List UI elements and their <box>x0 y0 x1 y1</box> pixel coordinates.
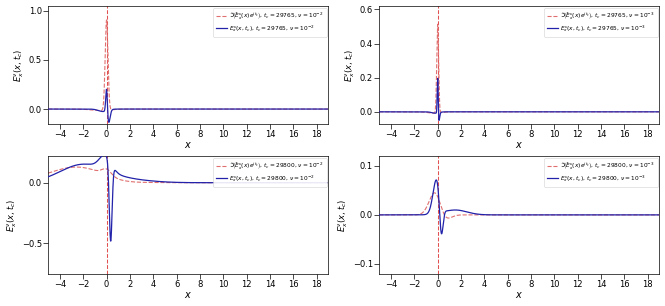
$E_x^{\nu}(x,t_c)$, $t_c = 29800$, $\nu = 10^{-2}$ <box>222 181 230 185</box>
$E_x^{\nu}(x,t_c)$, $t_c = 29800$, $\nu = 10^{-2}$ <box>106 239 114 243</box>
$\Im\!\left(\hat{E}_x^{\nu}(x)e^{it_c}\right)$, $t_c = 29765$, $\nu = 10^{-3}$ <box>598 110 606 114</box>
$\Im\!\left(\hat{E}_x^{\nu}(x)e^{it_c}\right)$, $t_c = 29800$, $\nu = 10^{-3}$ <box>477 213 485 217</box>
$\Im\!\left(\hat{E}_x^{\nu}(x)e^{it_c}\right)$, $t_c = 29800$, $\nu = 10^{-3}$ <box>375 213 383 217</box>
$E_x^{\nu}(x,t_c)$, $t_c = 29765$, $\nu = 10^{-3}$ <box>553 110 561 114</box>
Line: $\Im\!\left(\hat{E}_x^{\nu}(x)e^{it_c}\right)$, $t_c = 29800$, $\nu = 10^{-2}$: $\Im\!\left(\hat{E}_x^{\nu}(x)e^{it_c}\r… <box>48 167 329 183</box>
$E_x^{\nu}(x,t_c)$, $t_c = 29800$, $\nu = 10^{-2}$ <box>44 175 52 179</box>
$E_x^{\nu}(x,t_c)$, $t_c = 29765$, $\nu = 10^{-2}$ <box>105 121 113 124</box>
Line: $E_x^{\nu}(x,t_c)$, $t_c = 29800$, $\nu = 10^{-3}$: $E_x^{\nu}(x,t_c)$, $t_c = 29800$, $\nu … <box>379 180 660 234</box>
$E_x^{\nu}(x,t_c)$, $t_c = 29765$, $\nu = 10^{-2}$ <box>210 107 218 111</box>
X-axis label: $x$: $x$ <box>184 140 192 151</box>
$E_x^{\nu}(x,t_c)$, $t_c = 29765$, $\nu = 10^{-2}$ <box>252 107 260 111</box>
X-axis label: $x$: $x$ <box>515 290 523 300</box>
$E_x^{\nu}(x,t_c)$, $t_c = 29800$, $\nu = 10^{-2}$ <box>252 181 260 185</box>
$E_x^{\nu}(x,t_c)$, $t_c = 29800$, $\nu = 10^{-3}$ <box>583 213 591 217</box>
$E_x^{\nu}(x,t_c)$, $t_c = 29765$, $\nu = 10^{-2}$ <box>146 107 154 111</box>
$\Im\!\left(\hat{E}_x^{\nu}(x)e^{it_c}\right)$, $t_c = 29765$, $\nu = 10^{-2}$ <box>59 107 66 111</box>
$E_x^{\nu}(x,t_c)$, $t_c = 29765$, $\nu = 10^{-2}$ <box>222 107 230 111</box>
$\Im\!\left(\hat{E}_x^{\nu}(x)e^{it_c}\right)$, $t_c = 29765$, $\nu = 10^{-2}$ <box>210 107 218 111</box>
$\Im\!\left(\hat{E}_x^{\nu}(x)e^{it_c}\right)$, $t_c = 29765$, $\nu = 10^{-3}$ <box>375 110 383 114</box>
Y-axis label: $E_x^{\nu}(x,t_c)$: $E_x^{\nu}(x,t_c)$ <box>336 198 350 232</box>
$E_x^{\nu}(x,t_c)$, $t_c = 29800$, $\nu = 10^{-3}$ <box>432 178 440 182</box>
Line: $E_x^{\nu}(x,t_c)$, $t_c = 29800$, $\nu = 10^{-2}$: $E_x^{\nu}(x,t_c)$, $t_c = 29800$, $\nu … <box>48 155 329 241</box>
$E_x^{\nu}(x,t_c)$, $t_c = 29800$, $\nu = 10^{-2}$ <box>146 179 154 182</box>
$\Im\!\left(\hat{E}_x^{\nu}(x)e^{it_c}\right)$, $t_c = 29765$, $\nu = 10^{-3}$ <box>541 110 549 114</box>
$\Im\!\left(\hat{E}_x^{\nu}(x)e^{it_c}\right)$, $t_c = 29800$, $\nu = 10^{-3}$ <box>390 213 398 217</box>
$\Im\!\left(\hat{E}_x^{\nu}(x)e^{it_c}\right)$, $t_c = 29765$, $\nu = 10^{-2}$ <box>325 107 332 111</box>
$E_x^{\nu}(x,t_c)$, $t_c = 29800$, $\nu = 10^{-3}$ <box>598 213 606 217</box>
$\Im\!\left(\hat{E}_x^{\nu}(x)e^{it_c}\right)$, $t_c = 29765$, $\nu = 10^{-2}$ <box>146 107 154 111</box>
$\Im\!\left(\hat{E}_x^{\nu}(x)e^{it_c}\right)$, $t_c = 29765$, $\nu = 10^{-2}$ <box>96 109 104 112</box>
$E_x^{\nu}(x,t_c)$, $t_c = 29800$, $\nu = 10^{-3}$ <box>375 213 383 217</box>
Y-axis label: $E_x^{\nu}(x,t_c)$: $E_x^{\nu}(x,t_c)$ <box>344 48 357 81</box>
$E_x^{\nu}(x,t_c)$, $t_c = 29765$, $\nu = 10^{-3}$ <box>598 110 606 114</box>
X-axis label: $x$: $x$ <box>184 290 192 300</box>
$\Im\!\left(\hat{E}_x^{\nu}(x)e^{it_c}\right)$, $t_c = 29765$, $\nu = 10^{-2}$ <box>102 18 110 22</box>
$E_x^{\nu}(x,t_c)$, $t_c = 29765$, $\nu = 10^{-3}$ <box>375 110 383 114</box>
$E_x^{\nu}(x,t_c)$, $t_c = 29765$, $\nu = 10^{-3}$ <box>541 110 549 114</box>
Y-axis label: $E_x^{\nu}(x,t_c)$: $E_x^{\nu}(x,t_c)$ <box>5 198 19 232</box>
$\Im\!\left(\hat{E}_x^{\nu}(x)e^{it_c}\right)$, $t_c = 29765$, $\nu = 10^{-2}$ <box>44 107 52 111</box>
$E_x^{\nu}(x,t_c)$, $t_c = 29800$, $\nu = 10^{-2}$ <box>59 169 66 172</box>
$\Im\!\left(\hat{E}_x^{\nu}(x)e^{it_c}\right)$, $t_c = 29800$, $\nu = 10^{-3}$ <box>541 213 549 217</box>
$E_x^{\nu}(x,t_c)$, $t_c = 29800$, $\nu = 10^{-3}$ <box>553 213 561 217</box>
$E_x^{\nu}(x,t_c)$, $t_c = 29800$, $\nu = 10^{-2}$ <box>210 181 218 185</box>
$\Im\!\left(\hat{E}_x^{\nu}(x)e^{it_c}\right)$, $t_c = 29800$, $\nu = 10^{-3}$ <box>656 213 664 217</box>
Line: $E_x^{\nu}(x,t_c)$, $t_c = 29765$, $\nu = 10^{-2}$: $E_x^{\nu}(x,t_c)$, $t_c = 29765$, $\nu … <box>48 89 329 122</box>
$\Im\!\left(\hat{E}_x^{\nu}(x)e^{it_c}\right)$, $t_c = 29765$, $\nu = 10^{-3}$ <box>553 110 561 114</box>
$E_x^{\nu}(x,t_c)$, $t_c = 29800$, $\nu = 10^{-2}$ <box>100 153 108 157</box>
$E_x^{\nu}(x,t_c)$, $t_c = 29800$, $\nu = 10^{-2}$ <box>325 181 332 185</box>
$\Im\!\left(\hat{E}_x^{\nu}(x)e^{it_c}\right)$, $t_c = 29765$, $\nu = 10^{-2}$ <box>222 107 230 111</box>
$E_x^{\nu}(x,t_c)$, $t_c = 29800$, $\nu = 10^{-3}$ <box>541 213 549 217</box>
$\Im\!\left(\hat{E}_x^{\nu}(x)e^{it_c}\right)$, $t_c = 29765$, $\nu = 10^{-2}$ <box>252 107 260 111</box>
$E_x^{\nu}(x,t_c)$, $t_c = 29800$, $\nu = 10^{-3}$ <box>477 213 485 216</box>
$E_x^{\nu}(x,t_c)$, $t_c = 29765$, $\nu = 10^{-3}$ <box>390 110 398 114</box>
$\Im\!\left(\hat{E}_x^{\nu}(x)e^{it_c}\right)$, $t_c = 29765$, $\nu = 10^{-3}$ <box>390 110 398 114</box>
$E_x^{\nu}(x,t_c)$, $t_c = 29765$, $\nu = 10^{-2}$ <box>267 107 275 111</box>
$\Im\!\left(\hat{E}_x^{\nu}(x)e^{it_c}\right)$, $t_c = 29765$, $\nu = 10^{-3}$ <box>430 111 438 115</box>
Legend: $\Im\!\left(\hat{E}_x^{\nu}(x)e^{it_c}\right)$, $t_c = 29800$, $\nu = 10^{-3}$, : $\Im\!\left(\hat{E}_x^{\nu}(x)e^{it_c}\r… <box>545 158 658 187</box>
$E_x^{\nu}(x,t_c)$, $t_c = 29765$, $\nu = 10^{-2}$ <box>59 107 66 111</box>
$\Im\!\left(\hat{E}_x^{\nu}(x)e^{it_c}\right)$, $t_c = 29765$, $\nu = 10^{-3}$ <box>477 110 485 114</box>
$E_x^{\nu}(x,t_c)$, $t_c = 29765$, $\nu = 10^{-3}$ <box>656 110 664 114</box>
$\Im\!\left(\hat{E}_x^{\nu}(x)e^{it_c}\right)$, $t_c = 29800$, $\nu = 10^{-2}$ <box>44 171 52 175</box>
$E_x^{\nu}(x,t_c)$, $t_c = 29800$, $\nu = 10^{-3}$ <box>656 213 664 217</box>
$\Im\!\left(\hat{E}_x^{\nu}(x)e^{it_c}\right)$, $t_c = 29800$, $\nu = 10^{-2}$ <box>267 181 275 185</box>
Legend: $\Im\!\left(\hat{E}_x^{\nu}(x)e^{it_c}\right)$, $t_c = 29765$, $\nu = 10^{-3}$, : $\Im\!\left(\hat{E}_x^{\nu}(x)e^{it_c}\r… <box>545 8 658 37</box>
$\Im\!\left(\hat{E}_x^{\nu}(x)e^{it_c}\right)$, $t_c = 29800$, $\nu = 10^{-2}$ <box>325 181 332 185</box>
$\Im\!\left(\hat{E}_x^{\nu}(x)e^{it_c}\right)$, $t_c = 29800$, $\nu = 10^{-3}$ <box>444 216 452 220</box>
Legend: $\Im\!\left(\hat{E}_x^{\nu}(x)e^{it_c}\right)$, $t_c = 29765$, $\nu = 10^{-2}$, : $\Im\!\left(\hat{E}_x^{\nu}(x)e^{it_c}\r… <box>213 8 327 37</box>
$\Im\!\left(\hat{E}_x^{\nu}(x)e^{it_c}\right)$, $t_c = 29765$, $\nu = 10^{-2}$ <box>267 107 275 111</box>
X-axis label: $x$: $x$ <box>515 140 523 151</box>
Line: $\Im\!\left(\hat{E}_x^{\nu}(x)e^{it_c}\right)$, $t_c = 29765$, $\nu = 10^{-2}$: $\Im\!\left(\hat{E}_x^{\nu}(x)e^{it_c}\r… <box>48 20 329 110</box>
$\Im\!\left(\hat{E}_x^{\nu}(x)e^{it_c}\right)$, $t_c = 29800$, $\nu = 10^{-2}$ <box>210 181 218 185</box>
$\Im\!\left(\hat{E}_x^{\nu}(x)e^{it_c}\right)$, $t_c = 29765$, $\nu = 10^{-3}$ <box>434 22 442 26</box>
$E_x^{\nu}(x,t_c)$, $t_c = 29800$, $\nu = 10^{-3}$ <box>438 232 446 236</box>
Line: $E_x^{\nu}(x,t_c)$, $t_c = 29765$, $\nu = 10^{-3}$: $E_x^{\nu}(x,t_c)$, $t_c = 29765$, $\nu … <box>379 78 660 120</box>
$\Im\!\left(\hat{E}_x^{\nu}(x)e^{it_c}\right)$, $t_c = 29800$, $\nu = 10^{-3}$ <box>430 191 438 195</box>
Line: $\Im\!\left(\hat{E}_x^{\nu}(x)e^{it_c}\right)$, $t_c = 29765$, $\nu = 10^{-3}$: $\Im\!\left(\hat{E}_x^{\nu}(x)e^{it_c}\r… <box>379 24 660 113</box>
$\Im\!\left(\hat{E}_x^{\nu}(x)e^{it_c}\right)$, $t_c = 29800$, $\nu = 10^{-3}$ <box>553 213 561 217</box>
$E_x^{\nu}(x,t_c)$, $t_c = 29765$, $\nu = 10^{-2}$ <box>325 107 332 111</box>
Legend: $\Im\!\left(\hat{E}_x^{\nu}(x)e^{it_c}\right)$, $t_c = 29800$, $\nu = 10^{-2}$, : $\Im\!\left(\hat{E}_x^{\nu}(x)e^{it_c}\r… <box>213 158 327 187</box>
$E_x^{\nu}(x,t_c)$, $t_c = 29765$, $\nu = 10^{-3}$ <box>434 76 442 80</box>
Y-axis label: $E_x^{\nu}(x,t_c)$: $E_x^{\nu}(x,t_c)$ <box>13 48 26 81</box>
$\Im\!\left(\hat{E}_x^{\nu}(x)e^{it_c}\right)$, $t_c = 29800$, $\nu = 10^{-3}$ <box>583 213 591 217</box>
$\Im\!\left(\hat{E}_x^{\nu}(x)e^{it_c}\right)$, $t_c = 29800$, $\nu = 10^{-2}$ <box>59 167 66 171</box>
$E_x^{\nu}(x,t_c)$, $t_c = 29765$, $\nu = 10^{-3}$ <box>435 118 443 122</box>
$E_x^{\nu}(x,t_c)$, $t_c = 29765$, $\nu = 10^{-3}$ <box>477 110 485 114</box>
$E_x^{\nu}(x,t_c)$, $t_c = 29765$, $\nu = 10^{-2}$ <box>44 107 52 111</box>
$E_x^{\nu}(x,t_c)$, $t_c = 29800$, $\nu = 10^{-2}$ <box>267 181 275 185</box>
$\Im\!\left(\hat{E}_x^{\nu}(x)e^{it_c}\right)$, $t_c = 29765$, $\nu = 10^{-3}$ <box>583 110 591 114</box>
$E_x^{\nu}(x,t_c)$, $t_c = 29765$, $\nu = 10^{-2}$ <box>102 88 110 91</box>
$\Im\!\left(\hat{E}_x^{\nu}(x)e^{it_c}\right)$, $t_c = 29800$, $\nu = 10^{-2}$ <box>222 181 230 185</box>
$\Im\!\left(\hat{E}_x^{\nu}(x)e^{it_c}\right)$, $t_c = 29800$, $\nu = 10^{-2}$ <box>146 181 154 184</box>
$\Im\!\left(\hat{E}_x^{\nu}(x)e^{it_c}\right)$, $t_c = 29800$, $\nu = 10^{-2}$ <box>252 181 260 185</box>
$\Im\!\left(\hat{E}_x^{\nu}(x)e^{it_c}\right)$, $t_c = 29765$, $\nu = 10^{-3}$ <box>656 110 664 114</box>
$E_x^{\nu}(x,t_c)$, $t_c = 29800$, $\nu = 10^{-3}$ <box>390 213 398 217</box>
$E_x^{\nu}(x,t_c)$, $t_c = 29765$, $\nu = 10^{-3}$ <box>583 110 591 114</box>
Line: $\Im\!\left(\hat{E}_x^{\nu}(x)e^{it_c}\right)$, $t_c = 29800$, $\nu = 10^{-3}$: $\Im\!\left(\hat{E}_x^{\nu}(x)e^{it_c}\r… <box>379 193 660 218</box>
$\Im\!\left(\hat{E}_x^{\nu}(x)e^{it_c}\right)$, $t_c = 29800$, $\nu = 10^{-2}$ <box>72 165 80 169</box>
$\Im\!\left(\hat{E}_x^{\nu}(x)e^{it_c}\right)$, $t_c = 29800$, $\nu = 10^{-3}$ <box>598 213 606 217</box>
